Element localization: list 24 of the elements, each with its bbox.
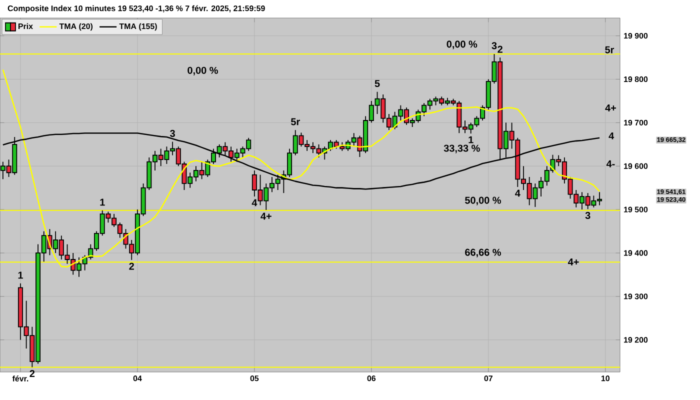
annotation: 0,00 % bbox=[446, 40, 478, 50]
annotation: 4+ bbox=[605, 104, 616, 112]
annotation: 5r bbox=[290, 118, 300, 126]
annotation: 33,33 % bbox=[444, 144, 480, 154]
annotation: 3 bbox=[492, 42, 497, 50]
annotation: 2 bbox=[30, 370, 35, 377]
annotation: 1 bbox=[468, 136, 474, 144]
annotation: 5 bbox=[374, 80, 380, 88]
annotation: 4- bbox=[606, 160, 615, 168]
annotation: 1 bbox=[18, 272, 23, 279]
annotation: 4+ bbox=[260, 212, 272, 220]
annotation: 4 bbox=[252, 199, 258, 206]
annotation: 3 bbox=[170, 130, 175, 137]
annotation: 66,66 % bbox=[465, 248, 501, 258]
annotation: 3 bbox=[585, 212, 590, 219]
annotation: 2 bbox=[129, 262, 134, 270]
annotation: 0,00 % bbox=[188, 66, 218, 76]
annotation: 4+ bbox=[568, 258, 579, 266]
annotation: 5r bbox=[605, 46, 614, 54]
annotation: 1 bbox=[100, 198, 105, 206]
annotation: 50,00 % bbox=[465, 196, 501, 206]
annotation: 2 bbox=[498, 46, 502, 53]
annotation: 4 bbox=[515, 190, 520, 197]
annotation: 4 bbox=[608, 132, 614, 140]
